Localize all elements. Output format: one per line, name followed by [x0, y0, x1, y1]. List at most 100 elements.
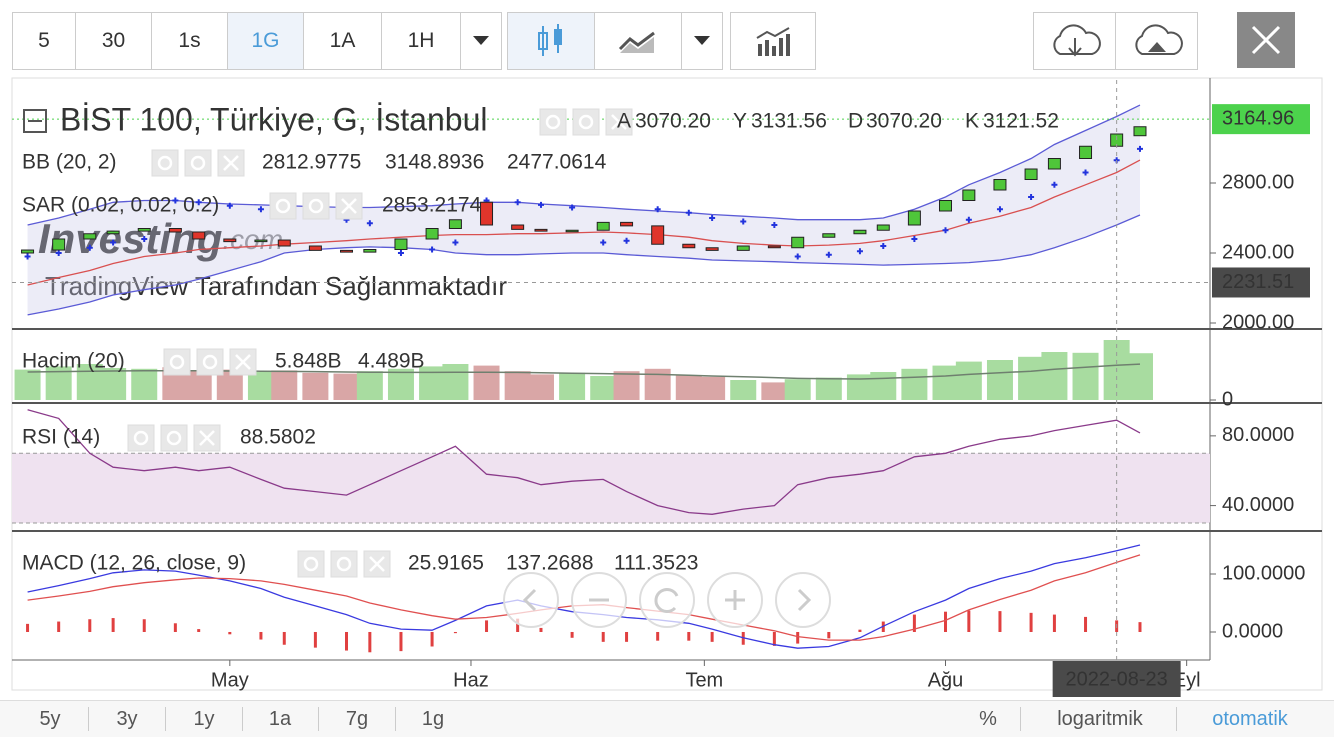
icon	[545, 114, 561, 130]
legend-gear-button[interactable]	[330, 550, 358, 578]
sar-dot	[740, 218, 747, 225]
volume-bar	[100, 368, 127, 400]
interval-button[interactable]: 1H	[382, 13, 461, 69]
macd-value: 111.3523	[614, 552, 698, 575]
volume-bar	[302, 372, 329, 400]
legend-gear-button[interactable]	[160, 424, 188, 452]
range-button[interactable]: 3y	[116, 708, 138, 730]
scroll-right[interactable]	[775, 572, 831, 628]
volume-bar	[527, 374, 554, 400]
log-toggle[interactable]: logaritmik	[1057, 708, 1143, 730]
macd-hist	[570, 631, 574, 638]
volume-bar	[504, 371, 531, 400]
candle-body	[277, 239, 291, 247]
legend-gear-button[interactable]	[572, 108, 600, 136]
candle-style-button[interactable]	[508, 13, 595, 69]
line-style-button[interactable]	[595, 13, 682, 69]
macd-hist	[368, 631, 372, 653]
interval-button[interactable]: 1G	[228, 13, 304, 69]
ohlc-value: 3070.20	[635, 110, 711, 133]
watermark-brand: Investing.com	[38, 215, 283, 262]
candle-body	[83, 233, 97, 240]
volume-value: 5.848B	[275, 350, 342, 373]
x-tick-label: Ağu	[928, 669, 964, 691]
volume-bar	[932, 365, 959, 400]
bb-fill	[27, 105, 1140, 315]
icon	[133, 430, 149, 446]
macd-hist	[772, 631, 776, 646]
load-button[interactable]	[1034, 13, 1116, 69]
legend-close-button[interactable]	[217, 149, 245, 177]
bb-lower	[27, 214, 1141, 316]
scroll-left[interactable]	[503, 572, 559, 628]
save-button[interactable]	[1116, 13, 1197, 69]
range-bar: 5y 3y 1y 1a 7g 1g% logaritmik otomatik	[0, 700, 1334, 737]
volume-bar	[613, 371, 640, 400]
candle-body	[596, 221, 610, 231]
range-button[interactable]: 1a	[268, 708, 292, 730]
percent-toggle[interactable]: %	[979, 708, 997, 730]
collapse-icon[interactable]	[23, 109, 47, 133]
watermark-credit: TradingView Tarafından Sağlanmaktadır	[45, 271, 507, 301]
candle-body	[363, 248, 377, 253]
legend-eye-button[interactable]	[151, 149, 179, 177]
macd-hist	[197, 629, 201, 632]
close-button[interactable]	[1237, 12, 1295, 68]
legend-eye-button[interactable]	[539, 108, 567, 136]
candle-body	[254, 239, 268, 243]
sar-dot	[1028, 194, 1035, 200]
volume-bar	[356, 371, 383, 400]
range-button[interactable]: 5y	[39, 708, 61, 730]
crosshair-price: 2231.51	[1222, 271, 1294, 293]
icon	[694, 36, 710, 45]
volume-bar	[815, 377, 842, 400]
candle-body	[767, 245, 781, 249]
legend-eye-button[interactable]	[297, 550, 325, 578]
macd-hist	[228, 631, 232, 635]
legend-eye-button[interactable]	[163, 348, 191, 376]
indicators-button[interactable]	[731, 13, 815, 69]
legend-eye-button[interactable]	[269, 192, 297, 220]
sar-dot	[86, 244, 93, 251]
y-tick-label: 2400.00	[1222, 241, 1294, 263]
range-button[interactable]: 1y	[193, 708, 215, 730]
volume-bar	[442, 364, 469, 400]
indicator-label: Hacim (20)	[22, 350, 125, 373]
candle-body	[853, 229, 867, 235]
legend-gear-button[interactable]	[302, 192, 330, 220]
interval-button[interactable]: 1s	[152, 13, 228, 69]
sar-dot	[257, 206, 264, 213]
interval-button[interactable]: 30	[76, 13, 152, 69]
range-button[interactable]: 7g	[345, 708, 369, 730]
volume-bar	[14, 369, 41, 400]
interval-button[interactable]: 1A	[304, 13, 382, 69]
sar-dot	[226, 202, 233, 209]
interval-dropdown[interactable]	[461, 13, 501, 69]
macd-hist	[687, 631, 691, 641]
volume-bar	[901, 368, 928, 400]
icon	[522, 588, 537, 612]
ohlc-key: Y	[733, 110, 747, 133]
candle-body	[962, 189, 976, 202]
volume-bar	[333, 373, 360, 400]
interval-button[interactable]: 5	[13, 13, 76, 69]
sar-dot	[709, 214, 716, 221]
candle-body	[448, 219, 462, 229]
auto-toggle[interactable]: otomatik	[1212, 708, 1288, 730]
legend-gear-button[interactable]	[196, 348, 224, 376]
sar-dot	[996, 206, 1003, 213]
icon	[369, 556, 385, 572]
candle-body	[511, 224, 525, 230]
macd-value: 25.9165	[408, 552, 484, 575]
icon	[336, 556, 352, 572]
legend-gear-button[interactable]	[184, 149, 212, 177]
range-button[interactable]: 1g	[421, 708, 445, 730]
interval-group: 5 30 1s 1G 1A 1H	[12, 12, 502, 70]
legend-eye-button[interactable]	[127, 424, 155, 452]
separator	[165, 707, 166, 731]
style-dropdown[interactable]	[682, 13, 722, 69]
volume-bar	[247, 372, 274, 400]
reset[interactable]	[639, 572, 695, 628]
legend-close-button[interactable]	[605, 108, 633, 136]
